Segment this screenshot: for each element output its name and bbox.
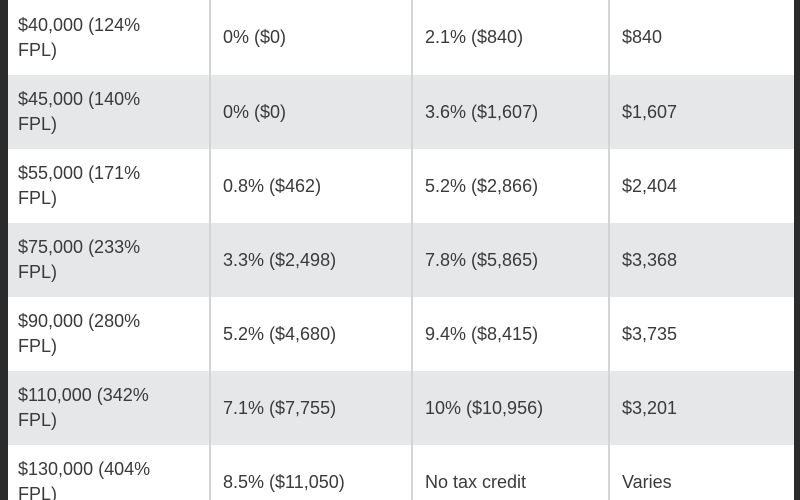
table-row: $40,000 (124% FPL) 0% ($0) 2.1% ($840) $…	[8, 0, 794, 75]
table-cell: 5.2% ($4,680)	[209, 297, 412, 371]
table-cell: $1,607	[608, 75, 794, 149]
table-cell: 7.8% ($5,865)	[411, 223, 609, 297]
table-row: $75,000 (233% FPL) 3.3% ($2,498) 7.8% ($…	[8, 223, 794, 297]
table-cell: 0% ($0)	[209, 75, 412, 149]
income-cell: $110,000 (342% FPL)	[8, 371, 210, 445]
table-cell: 10% ($10,956)	[411, 371, 609, 445]
table-row: $90,000 (280% FPL) 5.2% ($4,680) 9.4% ($…	[8, 297, 794, 371]
income-cell: $45,000 (140% FPL)	[8, 75, 210, 149]
table-row: $130,000 (404% FPL) 8.5% ($11,050) No ta…	[8, 445, 794, 500]
table-cell: $2,404	[608, 149, 794, 223]
income-cell: $90,000 (280% FPL)	[8, 297, 210, 371]
table-cell: $3,735	[608, 297, 794, 371]
table-cell: $840	[608, 0, 794, 75]
table-row: $55,000 (171% FPL) 0.8% ($462) 5.2% ($2,…	[8, 149, 794, 223]
table-cell: 8.5% ($11,050)	[209, 445, 412, 500]
income-cell: $55,000 (171% FPL)	[8, 149, 210, 223]
table-cell: 0% ($0)	[209, 0, 412, 75]
table-cell: 5.2% ($2,866)	[411, 149, 609, 223]
subsidy-table: $40,000 (124% FPL) 0% ($0) 2.1% ($840) $…	[8, 0, 794, 500]
income-cell: $75,000 (233% FPL)	[8, 223, 210, 297]
left-border	[0, 0, 8, 500]
table-cell: 2.1% ($840)	[411, 0, 609, 75]
right-border	[794, 0, 800, 500]
table-cell: 3.3% ($2,498)	[209, 223, 412, 297]
table-cell: $3,368	[608, 223, 794, 297]
table-cell: Varies	[608, 445, 794, 500]
table-cell: 0.8% ($462)	[209, 149, 412, 223]
table-cell: $3,201	[608, 371, 794, 445]
table-cell: No tax credit	[411, 445, 609, 500]
income-cell: $130,000 (404% FPL)	[8, 445, 210, 500]
table-row: $110,000 (342% FPL) 7.1% ($7,755) 10% ($…	[8, 371, 794, 445]
income-cell: $40,000 (124% FPL)	[8, 0, 210, 75]
table-cell: 9.4% ($8,415)	[411, 297, 609, 371]
table-cell: 3.6% ($1,607)	[411, 75, 609, 149]
table-cell: 7.1% ($7,755)	[209, 371, 412, 445]
table-row: $45,000 (140% FPL) 0% ($0) 3.6% ($1,607)…	[8, 75, 794, 149]
